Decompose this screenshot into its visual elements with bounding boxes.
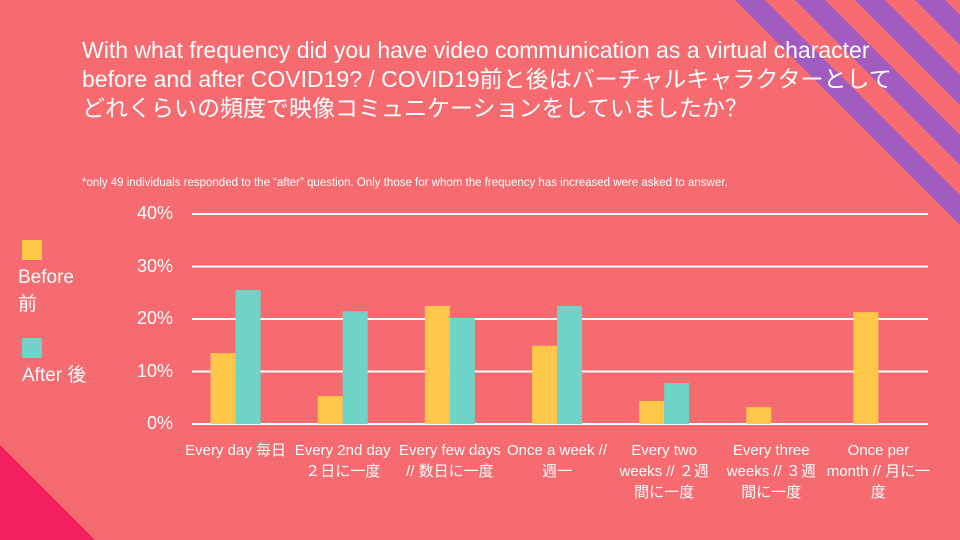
- x-tick-label: Once a week // 週一: [506, 442, 608, 480]
- x-tick-label: Every 2nd day ２日に一度: [294, 442, 391, 480]
- x-tick-label: Every two weeks // ２週間に一度: [619, 442, 709, 501]
- bar: [317, 396, 343, 424]
- bar: [557, 305, 582, 424]
- bar: [639, 400, 665, 424]
- chart-subtitle: *only 49 individuals responded to the “a…: [82, 177, 728, 189]
- corner-triangle: [0, 445, 95, 540]
- y-tick-label: 20%: [136, 308, 173, 328]
- x-tick-label: Once per month // 月に一度: [826, 442, 931, 501]
- legend-swatch: [22, 240, 42, 260]
- bar: [342, 311, 368, 424]
- legend-label: After 後: [22, 365, 87, 386]
- x-tick-label: Every few days // 数日に一度: [398, 442, 501, 480]
- y-tick-label: 30%: [136, 255, 173, 276]
- y-tick-label: 40%: [136, 203, 173, 223]
- bar: [853, 312, 879, 424]
- bar: [235, 290, 261, 424]
- stripes: [735, 0, 960, 225]
- chart-title: With what frequency did you have video c…: [82, 37, 892, 121]
- bar: [664, 383, 690, 424]
- y-tick-label: 0%: [146, 413, 173, 433]
- bar: [210, 353, 236, 424]
- y-tick-label: 10%: [136, 360, 173, 381]
- bar: [449, 317, 475, 424]
- x-tick-label: Every three weeks // ３週間に一度: [726, 442, 816, 501]
- legend-label: Before 前: [18, 267, 74, 315]
- bar: [532, 345, 557, 424]
- x-tick-label: Every day 毎日: [185, 442, 286, 459]
- bar: [424, 305, 450, 424]
- legend-swatch: [22, 338, 42, 358]
- bar: [746, 407, 772, 424]
